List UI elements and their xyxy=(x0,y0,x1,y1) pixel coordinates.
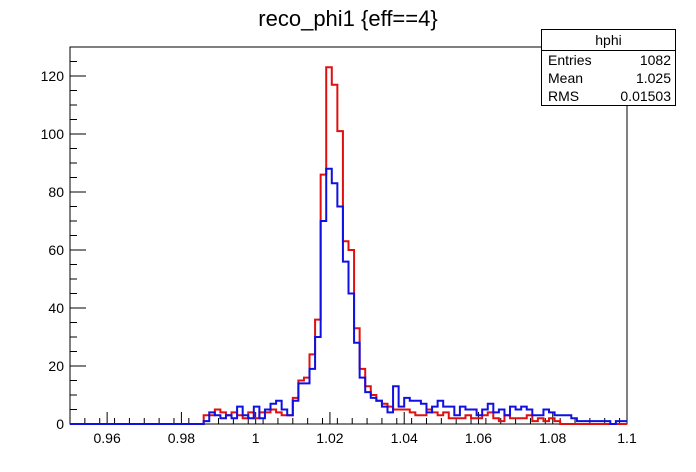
x-tick-label: 1 xyxy=(252,430,260,446)
stats-entries-value: 1082 xyxy=(639,52,671,68)
x-tick-label: 1.04 xyxy=(391,430,418,446)
x-tick-label: 0.96 xyxy=(94,430,121,446)
stats-entries-label: Entries xyxy=(548,52,592,68)
chart-title: reco_phi1 {eff==4} xyxy=(258,6,437,31)
y-tick-label: 20 xyxy=(48,358,64,374)
y-tick-label: 80 xyxy=(48,184,64,200)
x-tick-label: 0.98 xyxy=(168,430,195,446)
x-tick-label: 1.02 xyxy=(316,430,343,446)
stats-title: hphi xyxy=(542,30,675,51)
stats-rms-label: RMS xyxy=(548,88,580,104)
histogram-line-blue xyxy=(70,167,627,425)
stats-rms-row: RMS 0.01503 xyxy=(542,87,675,105)
x-axis: 0.96 0.98 1 1.02 1.04 1.06 1.08 1.1 xyxy=(69,412,637,446)
y-tick-label: 0 xyxy=(56,416,64,432)
y-tick-label: 120 xyxy=(41,68,65,84)
y-tick-label: 60 xyxy=(48,242,64,258)
stats-entries-row: Entries 1082 xyxy=(542,51,675,69)
stats-box: hphi Entries 1082 Mean 1.025 RMS 0.01503 xyxy=(541,29,676,106)
y-axis: 0 20 40 60 80 100 120 xyxy=(41,46,86,432)
stats-mean-value: 1.025 xyxy=(635,70,671,86)
x-tick-label: 1.06 xyxy=(465,430,492,446)
x-tick-label: 1.1 xyxy=(617,430,637,446)
histogram-line-red xyxy=(70,66,627,425)
stats-mean-row: Mean 1.025 xyxy=(542,69,675,87)
stats-mean-label: Mean xyxy=(548,70,584,86)
y-tick-label: 100 xyxy=(41,126,65,142)
y-tick-label: 40 xyxy=(48,300,64,316)
stats-rms-value: 0.01503 xyxy=(620,88,671,104)
histogram-series xyxy=(70,66,627,425)
x-tick-label: 1.08 xyxy=(539,430,566,446)
